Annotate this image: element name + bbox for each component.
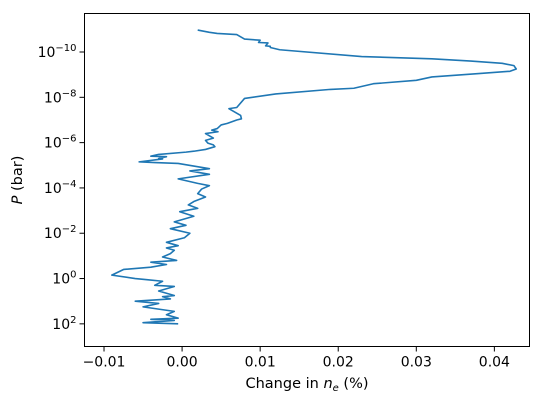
y-axis-ticks: 10−10 10−8 10−6 10−4 10−2 100 102 bbox=[38, 43, 85, 333]
x-tick-label: 0.01 bbox=[245, 355, 276, 371]
y-tick-label: 10−8 bbox=[44, 88, 77, 106]
y-tick-label: 10−6 bbox=[44, 134, 77, 152]
y-tick-label: 102 bbox=[52, 315, 76, 333]
plot-frame bbox=[84, 13, 530, 347]
y-tick-label: 10−2 bbox=[44, 224, 77, 242]
y-tick-label: 10−4 bbox=[44, 179, 77, 197]
y-tick-label: 10−10 bbox=[38, 43, 77, 61]
y-tick-label: 100 bbox=[52, 270, 76, 288]
x-tick-label: 0.03 bbox=[401, 355, 432, 371]
series-line bbox=[111, 29, 518, 325]
y-axis-label: P (bar) bbox=[10, 156, 26, 205]
x-tick-label: 0.00 bbox=[167, 355, 198, 371]
x-tick-label: −0.01 bbox=[83, 355, 126, 371]
series-group bbox=[111, 29, 518, 325]
x-tick-label: 0.02 bbox=[323, 355, 354, 371]
x-axis-ticks: −0.01 0.00 0.01 0.02 0.03 0.04 bbox=[83, 346, 510, 371]
x-axis-label: Change in ne (%) bbox=[245, 376, 368, 394]
x-tick-label: 0.04 bbox=[479, 355, 510, 371]
